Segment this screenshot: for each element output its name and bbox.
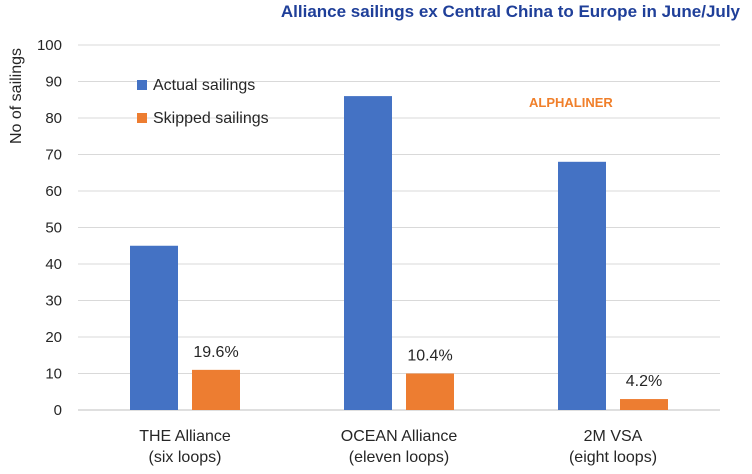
category-label: THE Alliance [139,428,231,445]
bar [130,245,178,410]
chart-title: Alliance sailings ex Central China to Eu… [281,2,741,21]
gridlines [78,44,720,411]
category-label: 2M VSA [584,428,643,445]
legend: Actual sailings Skipped sailings [137,77,269,127]
bar [558,161,606,410]
y-axis-label: No of sailings [8,48,25,144]
y-tick-label: 60 [45,183,62,200]
data-label: 19.6% [193,344,238,361]
category-label: OCEAN Alliance [341,428,458,445]
y-tick-label: 20 [45,329,62,346]
legend-swatch [137,113,147,123]
y-axis-ticks: 0 10 20 30 40 50 60 70 80 90 100 [37,37,62,419]
data-labels: 19.6% 10.4% 4.2% [193,344,662,390]
y-tick-label: 70 [45,147,62,164]
y-tick-label: 40 [45,256,62,273]
legend-label: Skipped sailings [153,110,269,127]
data-label: 4.2% [626,373,662,390]
bar [344,96,392,410]
category-label: (six loops) [149,449,222,466]
y-tick-label: 50 [45,220,62,237]
legend-swatch [137,80,147,90]
bar [620,399,668,410]
bar [406,373,454,410]
y-tick-label: 30 [45,293,62,310]
y-tick-label: 10 [45,366,62,383]
bars [130,96,668,410]
y-tick-label: 0 [54,402,62,419]
x-axis-categories: THE Alliance (six loops) OCEAN Alliance (el… [139,428,657,466]
legend-label: Actual sailings [153,77,255,94]
category-label: (eight loops) [569,449,657,466]
y-tick-label: 80 [45,110,62,127]
y-tick-label: 100 [37,37,62,54]
watermark-text: ALPHALINER [529,95,613,110]
data-label: 10.4% [407,348,452,365]
y-tick-label: 90 [45,74,62,91]
bar [192,369,240,410]
category-label: (eleven loops) [349,449,450,466]
